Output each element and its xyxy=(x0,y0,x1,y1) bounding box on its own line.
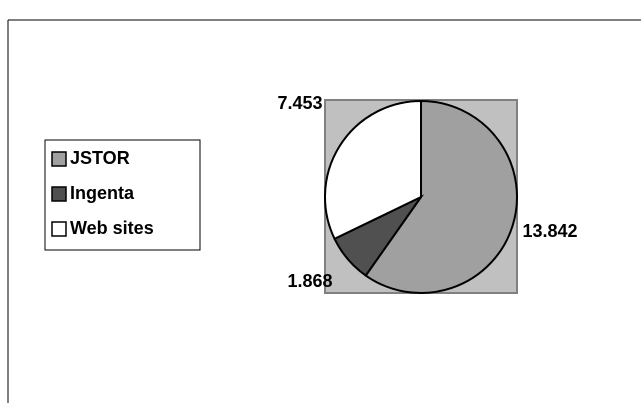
legend-swatch xyxy=(51,151,67,167)
data-label: 13.842 xyxy=(522,221,577,241)
data-label: 7.453 xyxy=(277,93,322,113)
pie-slice xyxy=(324,99,422,241)
legend-box xyxy=(44,139,201,251)
legend-label: Web sites xyxy=(70,218,154,238)
legend-label: JSTOR xyxy=(70,148,130,168)
data-label: 1.868 xyxy=(287,271,332,291)
legend-label: Ingenta xyxy=(70,183,135,203)
legend-swatch xyxy=(51,221,67,237)
pie-slice xyxy=(364,99,518,294)
legend-swatch xyxy=(51,186,67,202)
